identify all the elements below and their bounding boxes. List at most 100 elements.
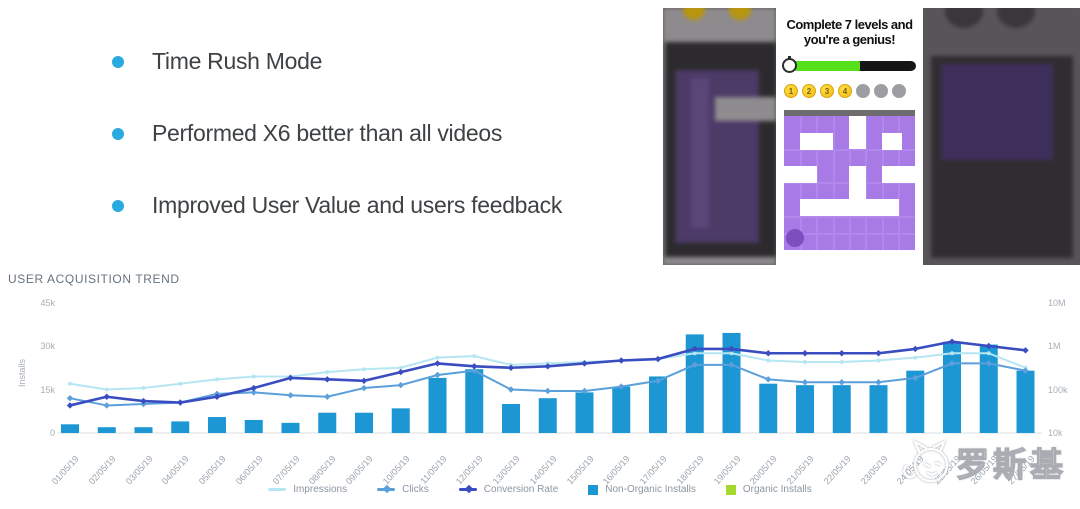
marker-conversion-rate: [801, 350, 809, 357]
bar-non-organic-installs: [722, 332, 741, 433]
bar-non-organic-installs: [869, 385, 888, 433]
bullet-text: Time Rush Mode: [152, 48, 323, 74]
progress-fill: [792, 61, 861, 71]
bar-non-organic-installs: [502, 404, 520, 433]
level-coin-badge: 2: [802, 84, 816, 98]
marker-clicks: [691, 361, 698, 369]
marker-clicks: [360, 384, 368, 392]
marker-conversion-rate: [471, 363, 478, 370]
marker-conversion-rate: [287, 374, 294, 382]
y-tick-left: 30k: [40, 341, 55, 351]
legend-label: Clicks: [402, 484, 429, 495]
marker-conversion-rate: [581, 360, 588, 367]
game-message: Complete 7 levels and you're a genius!: [776, 17, 923, 47]
marker-conversion-rate: [875, 350, 882, 357]
y-tick-right: 10M: [1048, 297, 1066, 308]
marker-clicks: [140, 400, 147, 408]
marker-conversion-rate: [360, 377, 368, 384]
marker-clicks: [324, 393, 331, 400]
y-tick-right: 1M: [1048, 341, 1061, 351]
marker-clicks: [250, 389, 257, 396]
bar-non-organic-installs: [575, 392, 594, 433]
marker-impressions: [141, 386, 146, 391]
progress-track: [792, 61, 916, 71]
marker-conversion-rate: [544, 363, 551, 370]
marker-clicks: [875, 379, 882, 386]
x-tick-date: 17/05/19: [637, 453, 669, 487]
marker-impressions: [913, 355, 918, 360]
maze-blurred: [941, 64, 1053, 160]
marker-conversion-rate: [507, 364, 515, 371]
marker-conversion-rate: [985, 342, 992, 350]
coin-icon: [683, 8, 705, 20]
marker-clicks: [838, 379, 845, 386]
maze-board: [778, 108, 921, 256]
game-video-thumbnail: Complete 7 levels and you're a genius! 1…: [663, 8, 1080, 265]
x-tick-date: 02/05/19: [86, 453, 118, 487]
marker-conversion-rate: [728, 345, 735, 353]
x-tick-date: 03/05/19: [123, 453, 155, 487]
marker-clicks: [801, 379, 809, 386]
marker-clicks: [177, 399, 184, 406]
y-tick-left: 15k: [40, 384, 55, 395]
legend-swatch-icon: [458, 484, 477, 494]
marker-conversion-rate: [838, 350, 845, 357]
x-tick-date: 11/05/19: [417, 453, 449, 486]
x-tick-date: 10/05/19: [380, 453, 412, 487]
legend-item: Impressions: [268, 484, 347, 495]
chart-legend: Impressions Clicks Conversion Rate Non-Orga…: [0, 484, 1080, 495]
marker-conversion-rate: [765, 350, 772, 357]
marker-impressions: [398, 365, 403, 370]
bullet-list: Time Rush Mode Performed X6 better than a…: [112, 48, 562, 219]
marker-impressions: [472, 354, 477, 359]
marker-clicks: [507, 386, 515, 393]
marker-conversion-rate: [250, 384, 257, 392]
y-tick-left: 0: [49, 428, 55, 438]
watermark-text: 罗斯基: [955, 445, 1067, 483]
bar-non-organic-installs: [465, 369, 484, 433]
x-tick-date: 22/05/19: [821, 453, 853, 487]
marker-impressions: [104, 387, 109, 392]
maze-highlight: [691, 78, 709, 228]
maze-graphic: [784, 110, 915, 250]
x-tick-date: 20/05/19: [748, 453, 779, 487]
marker-clicks: [948, 360, 956, 367]
bar-non-organic-installs: [61, 424, 79, 433]
bullet-item: Time Rush Mode: [112, 48, 562, 75]
bar-non-organic-installs: [318, 412, 337, 433]
bar-non-organic-installs: [391, 408, 410, 433]
marker-impressions: [68, 381, 72, 386]
marker-conversion-rate: [1022, 347, 1029, 354]
legend-item: Organic Installs: [725, 484, 812, 495]
marker-clicks: [287, 392, 294, 399]
marker-impressions: [803, 359, 807, 364]
legend-item: Clicks: [377, 484, 429, 495]
x-tick-date: 23/05/19: [858, 453, 890, 487]
marker-conversion-rate: [177, 399, 184, 406]
marker-clicks: [66, 395, 74, 402]
y-tick-left: 45k: [40, 297, 55, 308]
legend-item: Non-Organic Installs: [588, 484, 696, 495]
marker-clicks: [103, 402, 110, 409]
line-clicks: [69, 362, 1026, 407]
marker-impressions: [692, 351, 697, 356]
bar-non-organic-installs: [171, 421, 190, 433]
bar-non-organic-installs: [906, 370, 925, 433]
marker-impressions: [325, 370, 330, 375]
bar-non-organic-installs: [685, 334, 704, 433]
bullet-dot-icon: [112, 199, 124, 212]
coin-icon: [729, 8, 751, 20]
legend-item: Conversion Rate: [458, 484, 558, 495]
x-tick-date: 01/05/19: [49, 453, 81, 487]
bar-non-organic-installs: [796, 385, 814, 433]
watermark: 罗斯基: [898, 426, 1080, 498]
y-axis-label: Installs: [17, 358, 28, 388]
bar-non-organic-installs: [649, 376, 667, 433]
marker-conversion-rate: [66, 402, 74, 409]
bar-non-organic-installs: [428, 377, 447, 433]
marker-impressions: [435, 355, 440, 360]
marker-impressions: [766, 358, 771, 363]
marker-clicks: [985, 360, 992, 367]
legend-swatch-icon: [588, 484, 599, 495]
